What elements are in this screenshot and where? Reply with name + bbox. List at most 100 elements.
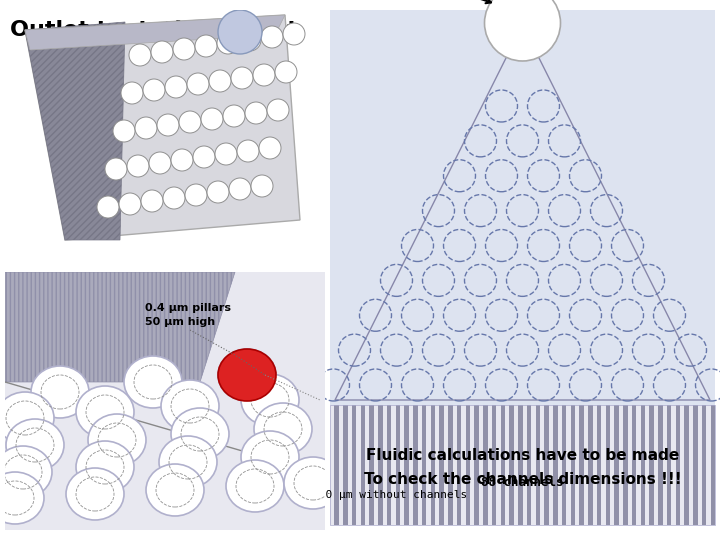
Bar <box>470 405 474 525</box>
Circle shape <box>253 64 275 86</box>
Bar <box>395 405 400 525</box>
Circle shape <box>209 70 231 92</box>
Circle shape <box>215 143 237 165</box>
Bar <box>338 405 343 525</box>
Bar <box>658 405 662 525</box>
Circle shape <box>485 0 560 61</box>
Bar <box>435 405 439 525</box>
Bar <box>514 405 518 525</box>
Bar <box>689 405 693 525</box>
Bar <box>400 405 405 525</box>
Circle shape <box>165 76 187 98</box>
Bar <box>418 405 422 525</box>
Bar <box>343 405 348 525</box>
Ellipse shape <box>124 356 182 408</box>
Bar <box>348 405 352 525</box>
Bar <box>549 405 553 525</box>
Bar <box>588 405 593 525</box>
Ellipse shape <box>146 464 204 516</box>
Bar <box>431 405 435 525</box>
Circle shape <box>129 44 151 66</box>
Bar <box>685 405 689 525</box>
Bar <box>361 405 365 525</box>
Bar <box>505 405 509 525</box>
Bar <box>566 405 571 525</box>
Bar <box>667 405 671 525</box>
Bar <box>680 405 685 525</box>
Circle shape <box>173 38 195 60</box>
Ellipse shape <box>254 403 312 455</box>
Text: Fluidic calculations have to be made: Fluidic calculations have to be made <box>366 448 679 462</box>
Circle shape <box>141 190 163 212</box>
Bar <box>474 405 479 525</box>
Circle shape <box>151 41 173 63</box>
Bar <box>562 405 566 525</box>
Circle shape <box>251 175 273 197</box>
Bar <box>645 405 649 525</box>
Bar <box>693 405 698 525</box>
Circle shape <box>223 105 245 127</box>
Bar <box>632 405 636 525</box>
Bar <box>330 405 715 525</box>
Ellipse shape <box>0 392 54 444</box>
Bar <box>448 405 452 525</box>
Polygon shape <box>25 15 285 50</box>
Bar <box>523 405 527 525</box>
Circle shape <box>283 23 305 45</box>
Circle shape <box>229 178 251 200</box>
Bar <box>706 405 711 525</box>
Bar <box>405 405 409 525</box>
Text: 88 channels: 88 channels <box>481 476 564 489</box>
Bar <box>527 405 531 525</box>
Ellipse shape <box>226 460 284 512</box>
Bar <box>536 405 540 525</box>
Circle shape <box>187 73 209 95</box>
Bar <box>623 405 628 525</box>
Bar <box>675 405 680 525</box>
Bar <box>496 405 500 525</box>
Circle shape <box>231 67 253 89</box>
Bar <box>618 405 623 525</box>
Circle shape <box>193 146 215 168</box>
Bar <box>711 405 715 525</box>
Circle shape <box>239 29 261 51</box>
Ellipse shape <box>159 436 217 488</box>
Polygon shape <box>25 15 300 240</box>
Ellipse shape <box>0 446 52 498</box>
Bar <box>444 405 448 525</box>
Circle shape <box>218 10 262 54</box>
Bar <box>369 405 374 525</box>
Ellipse shape <box>6 419 64 471</box>
Circle shape <box>195 35 217 57</box>
Bar <box>580 405 584 525</box>
Circle shape <box>201 108 223 130</box>
Bar <box>628 405 632 525</box>
Bar <box>641 405 645 525</box>
Circle shape <box>121 82 143 104</box>
Bar <box>479 405 483 525</box>
Text: To check the channels dimensions !!!: To check the channels dimensions !!! <box>364 472 681 488</box>
Bar <box>487 405 492 525</box>
Circle shape <box>157 114 179 136</box>
Bar <box>557 405 562 525</box>
Bar <box>509 405 514 525</box>
Circle shape <box>105 158 127 180</box>
Bar <box>426 405 431 525</box>
Bar <box>356 405 361 525</box>
Bar <box>483 405 487 525</box>
Bar <box>457 405 462 525</box>
Ellipse shape <box>31 366 89 418</box>
Bar <box>334 405 338 525</box>
Bar <box>601 405 606 525</box>
Ellipse shape <box>218 349 276 401</box>
Bar <box>540 405 544 525</box>
Circle shape <box>171 149 193 171</box>
Bar <box>593 405 597 525</box>
Bar <box>500 405 505 525</box>
Bar <box>330 10 715 525</box>
Bar <box>492 405 496 525</box>
Ellipse shape <box>161 380 219 432</box>
Bar <box>531 405 536 525</box>
Ellipse shape <box>76 441 134 493</box>
Circle shape <box>267 99 289 121</box>
